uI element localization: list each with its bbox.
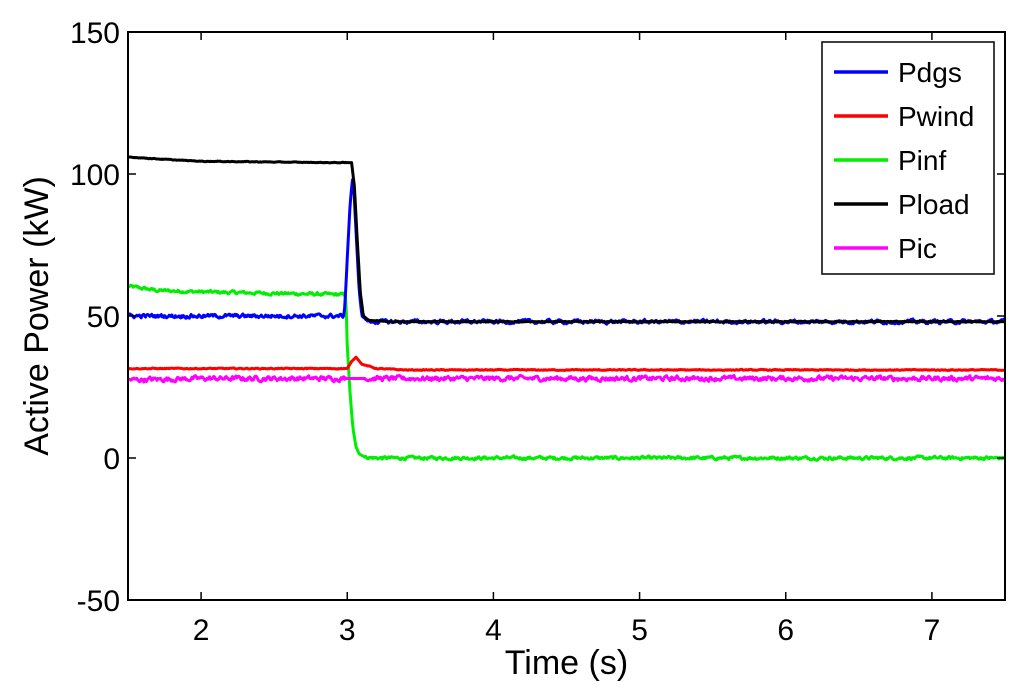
y-tick-label: 100 (70, 159, 120, 192)
legend-label: Pinf (898, 145, 946, 176)
y-tick-label: 150 (70, 17, 120, 50)
series-line-pload (127, 155, 1006, 324)
legend-label: Pdgs (898, 57, 962, 88)
legend: Pdgs Pwind Pinf Pload Pic (821, 41, 995, 275)
legend-label: Pic (898, 233, 937, 264)
x-tick-label: 2 (193, 614, 210, 647)
ticks-layer: 2 3 4 5 6 7 -50 0 50 100 150 (70, 17, 1005, 647)
y-tick-label: 50 (87, 301, 120, 334)
x-tick-label: 3 (339, 614, 356, 647)
y-tick-label: 0 (103, 443, 120, 476)
series-line-pinf (127, 283, 1006, 462)
y-axis-label: Active Power (kW) (18, 176, 56, 456)
x-axis-label: Time (s) (505, 644, 628, 682)
legend-label: Pwind (898, 101, 974, 132)
legend-label: Pload (898, 189, 970, 220)
x-tick-label: 6 (777, 614, 794, 647)
legend-box (821, 41, 995, 275)
series-line-pwind (127, 355, 1006, 373)
x-tick-label: 5 (631, 614, 648, 647)
series-layer (126, 155, 1007, 462)
x-tick-label: 4 (485, 614, 502, 647)
x-tick-label: 7 (924, 614, 941, 647)
y-tick-label: -50 (77, 585, 120, 618)
series-line-pic (127, 373, 1006, 384)
